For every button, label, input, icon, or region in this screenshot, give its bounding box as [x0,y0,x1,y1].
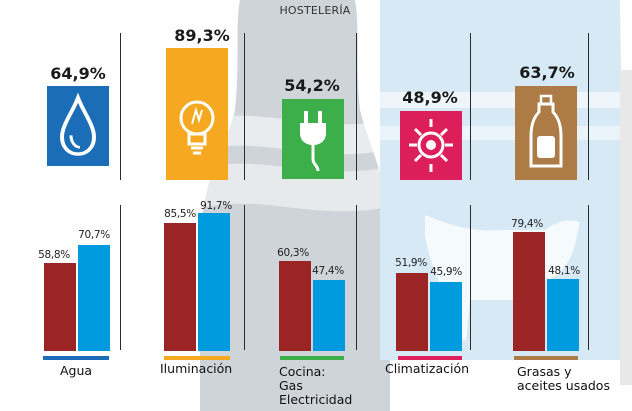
bar-grasas-a [513,231,545,351]
bar-label-cocina-a: 60,3% [277,247,309,259]
category-line-agua [43,356,109,360]
divider-bottom-2 [244,205,245,350]
category-line-grasas [514,356,578,360]
bar-agua-a [44,262,76,351]
total-pct-grasas: 63,7% [519,63,575,82]
bar-cocina-b [313,279,345,351]
divider-bottom-1 [120,205,121,350]
category-label-grasas: Grasas y aceites usados [517,364,610,393]
bar-label-iluminacion-b: 91,7% [200,200,232,212]
total-pct-climatizacion: 48,9% [402,88,458,107]
divider-top-3 [356,33,357,180]
category-label-agua: Agua [60,363,93,378]
bar-label-climatizacion-a: 51,9% [395,257,427,269]
total-pct-cocina: 54,2% [284,76,340,95]
bar-label-grasas-b: 48,1% [548,265,580,277]
category-line-climatizacion [398,356,462,360]
bar-cocina-a [279,260,311,351]
water-drop-icon [47,86,109,166]
bar-label-agua-a: 58,8% [38,249,70,261]
bar-climatizacion-b [430,282,462,351]
divider-top-2 [244,33,245,180]
bar-label-grasas-a: 79,4% [511,218,543,230]
divider-bottom-4 [470,205,471,350]
category-label-climatizacion: Climatización [385,361,470,376]
divider-bottom-3 [356,205,357,350]
bar-label-iluminacion-a: 85,5% [164,208,196,220]
bar-label-climatizacion-b: 45,9% [430,266,462,278]
bar-climatizacion-a [396,273,428,351]
power-plug-icon [282,99,344,179]
category-label-cocina: Cocina: Gas Electricidad [279,364,353,407]
sun-heat-icon [400,111,462,180]
divider-bottom-5 [588,205,589,350]
bar-grasas-b [547,278,579,351]
category-line-iluminacion [164,356,230,360]
chart-heading: HOSTELERÍA [279,4,351,17]
bar-iluminacion-b [198,213,230,351]
bar-label-cocina-b: 47,4% [312,265,344,277]
total-pct-iluminacion: 89,3% [174,26,230,45]
divider-top-4 [470,33,471,180]
total-pct-agua: 64,9% [50,64,106,83]
category-line-cocina [280,356,344,360]
light-bulb-icon [166,48,228,180]
divider-top-1 [120,33,121,180]
bar-agua-b [78,244,110,351]
category-label-iluminacion: Iluminación [160,361,233,376]
oil-bottle-icon [515,86,577,180]
bar-label-agua-b: 70,7% [78,229,110,241]
divider-top-5 [588,33,589,180]
bar-iluminacion-a [164,222,196,351]
